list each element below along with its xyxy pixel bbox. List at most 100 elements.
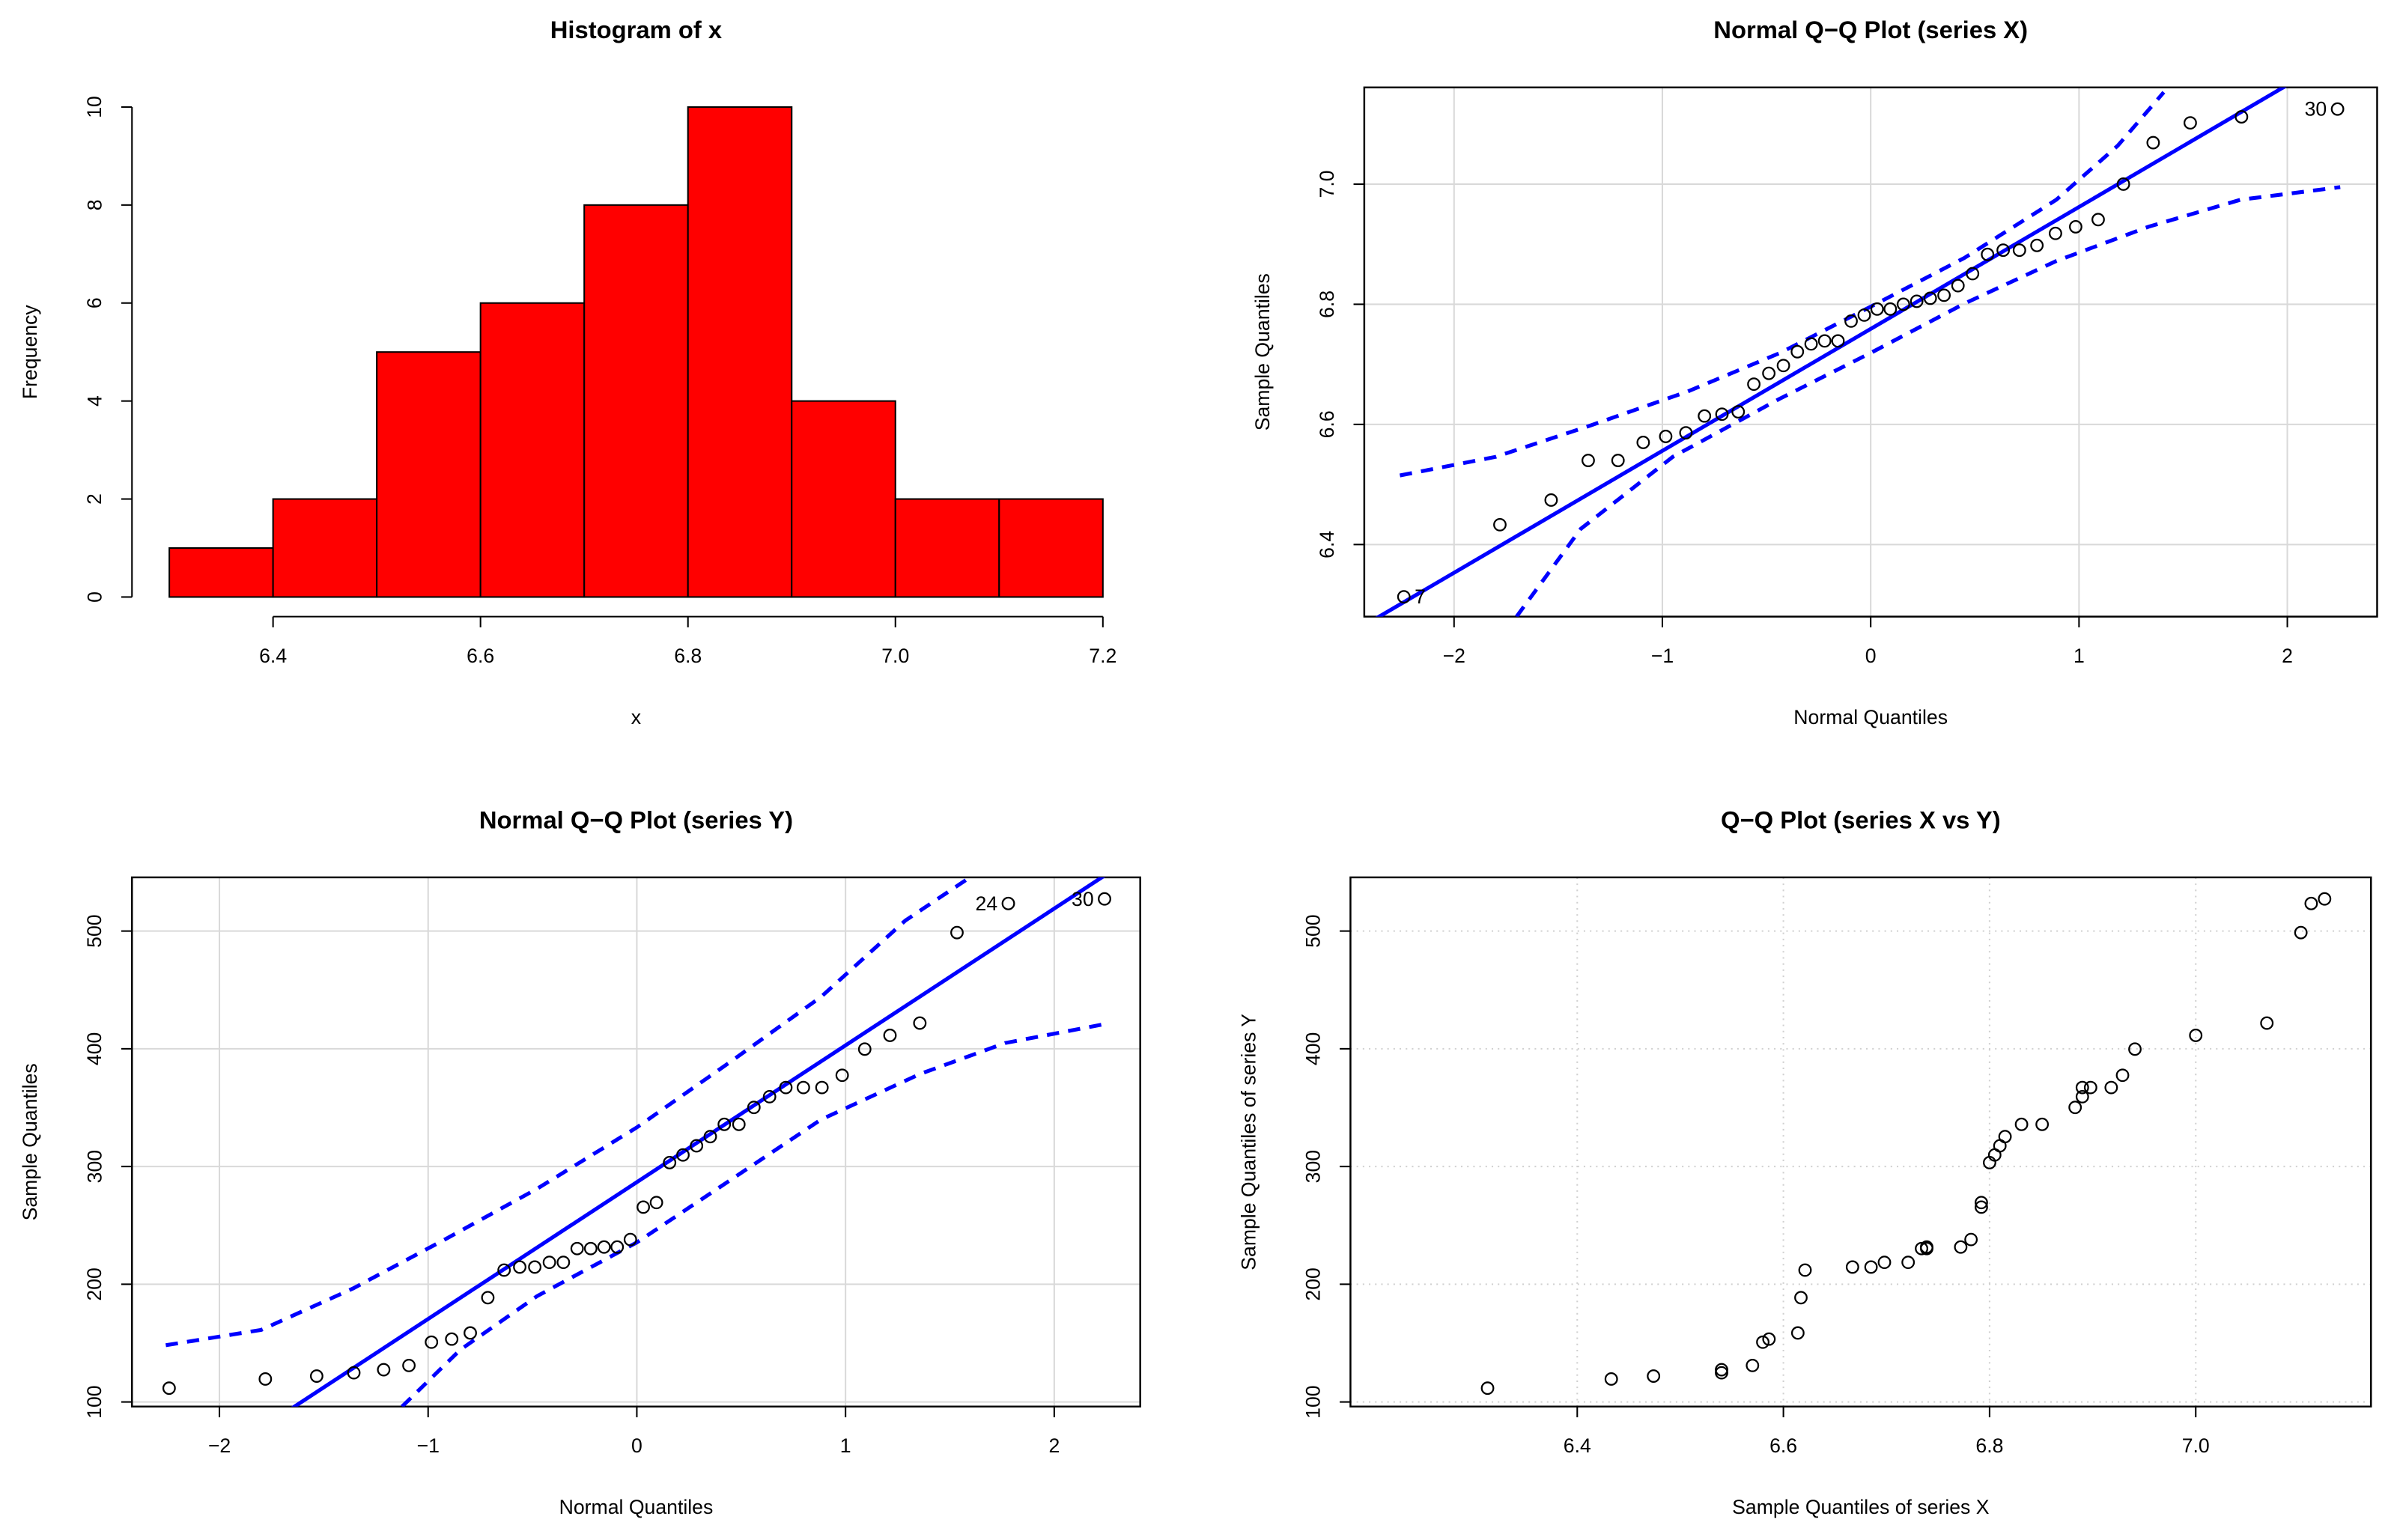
- point: [1923, 291, 1937, 305]
- point: [497, 1263, 511, 1277]
- point: [1747, 377, 1761, 392]
- y-tick-label: 4: [83, 395, 106, 407]
- point: [2075, 1080, 2089, 1095]
- point: [1964, 1232, 1978, 1247]
- x-tick-label: 7.2: [1089, 645, 1117, 667]
- point: [610, 1240, 625, 1254]
- point: [732, 1117, 746, 1131]
- point: [1951, 279, 1965, 293]
- point: [1715, 1363, 1728, 1377]
- x-axis-title: Normal Quantiles: [1793, 706, 1948, 728]
- point: [2091, 213, 2105, 227]
- point: [1920, 1240, 1933, 1254]
- point: [883, 1029, 897, 1042]
- point: [513, 1260, 526, 1274]
- y-tick-label: 100: [83, 1385, 106, 1418]
- point: [481, 1291, 495, 1305]
- y-tick-label: 6: [83, 297, 106, 308]
- point: [762, 1089, 777, 1104]
- point: [597, 1240, 611, 1254]
- y-tick-label: 500: [83, 914, 106, 947]
- point: [1954, 1240, 1968, 1254]
- point: [2104, 1080, 2118, 1095]
- point: [1910, 294, 1924, 308]
- point: [1877, 1256, 1892, 1270]
- point: [2035, 1117, 2050, 1131]
- x-tick-label: 7.0: [881, 645, 909, 667]
- x-axis-title: Sample Quantiles of series X: [1732, 1496, 1990, 1518]
- point: [347, 1366, 361, 1380]
- x-tick-label: 2: [1048, 1434, 1060, 1457]
- y-tick-label: 400: [83, 1032, 106, 1065]
- point: [1611, 454, 1625, 467]
- point: [2294, 925, 2308, 940]
- bar: [687, 106, 793, 598]
- x-tick-label: −2: [208, 1434, 231, 1457]
- point: [1544, 493, 1558, 507]
- plot-frame: [1363, 86, 2378, 618]
- x-tick-label: 6.6: [1769, 1434, 1797, 1457]
- y-tick-label: 6.8: [1316, 290, 1338, 318]
- point: [2083, 1080, 2097, 1095]
- point: [637, 1200, 650, 1214]
- point: [2128, 1042, 2142, 1056]
- point: [1776, 359, 1790, 373]
- x-axis-title: x: [631, 706, 642, 728]
- x-tick-label: 6.4: [259, 645, 287, 667]
- y-axis-title: Sample Quantiles: [19, 1063, 41, 1220]
- point: [309, 1369, 323, 1383]
- point: [2012, 243, 2026, 258]
- y-tick-label: 300: [1301, 1150, 1324, 1183]
- confidence-band: [1399, 91, 2166, 478]
- point: [556, 1256, 571, 1270]
- point: [796, 1080, 810, 1095]
- point: [1480, 1381, 1495, 1396]
- point: [1844, 314, 1858, 328]
- point: [779, 1080, 793, 1095]
- point: [913, 1016, 927, 1030]
- bar: [272, 498, 378, 598]
- confidence-band: [1515, 185, 2341, 617]
- point: [1915, 1241, 1928, 1256]
- point: [1996, 243, 2011, 258]
- point: [1746, 1358, 1760, 1372]
- bar: [376, 351, 481, 598]
- x-tick-label: 6.4: [1564, 1434, 1591, 1457]
- y-tick-label: 6.6: [1316, 410, 1338, 438]
- y-axis-title: Frequency: [19, 305, 41, 399]
- x-tick-label: −1: [417, 1434, 440, 1457]
- point: [528, 1260, 542, 1274]
- bar: [998, 498, 1104, 598]
- x-tick-label: 0: [631, 1434, 642, 1457]
- y-axis-title: Sample Quantiles: [1251, 273, 1274, 430]
- point: [1870, 302, 1884, 316]
- point: [2304, 896, 2318, 910]
- point-label: 30: [2305, 98, 2327, 121]
- y-tick-label: 400: [1301, 1032, 1324, 1065]
- reference-line: [1375, 87, 2288, 617]
- point: [2068, 1101, 2082, 1115]
- y-axis-title: Sample Quantiles of series Y: [1237, 1014, 1260, 1270]
- y-tick-label: 200: [1301, 1267, 1324, 1300]
- confidence-band: [165, 877, 971, 1348]
- plot-area: [165, 877, 1106, 1407]
- point: [2116, 177, 2130, 191]
- point: [1804, 337, 1818, 351]
- bar: [479, 302, 586, 598]
- point: [1679, 426, 1693, 440]
- point: [1698, 409, 1712, 423]
- y-tick-label: 2: [83, 493, 106, 505]
- point: [857, 1042, 872, 1056]
- point: [1001, 896, 1015, 910]
- x-tick-label: 7.0: [2182, 1434, 2210, 1457]
- point: [570, 1241, 584, 1256]
- point: [1647, 1369, 1661, 1383]
- panel: Normal Q−Q Plot (series X) Normal Quantil…: [1251, 16, 2378, 728]
- point-label: 7: [1415, 585, 1426, 608]
- point: [1831, 334, 1845, 348]
- x-tick-label: 2: [2282, 645, 2293, 667]
- point: [2075, 1089, 2089, 1104]
- chart-title: Normal Q−Q Plot (series Y): [479, 806, 793, 833]
- point: [1864, 1260, 1878, 1274]
